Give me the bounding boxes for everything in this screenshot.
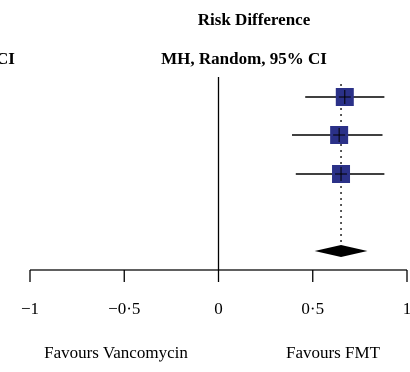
left-column-fragment: CI [0,49,15,68]
x-tick-label: 0 [214,299,223,318]
x-tick-label: −1 [21,299,39,318]
x-axis-ticks: −1 −0·5 0 0·5 1 [21,270,410,318]
favours-left-label: Favours Vancomycin [44,343,188,362]
x-tick-label: 0·5 [301,299,324,318]
chart-subtitle: MH, Random, 95% CI [161,49,327,68]
x-tick-label: −0·5 [108,299,140,318]
favours-right-label: Favours FMT [286,343,381,362]
x-tick-label: 1 [403,299,410,318]
chart-title: Risk Difference [198,10,311,29]
pooled-diamond [314,245,368,257]
study-rows [292,88,385,183]
